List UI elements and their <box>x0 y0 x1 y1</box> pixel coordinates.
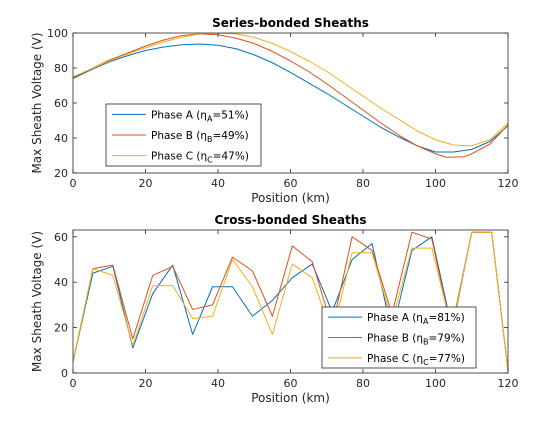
y-tick-label: 20 <box>54 322 68 335</box>
series-group <box>73 33 508 158</box>
x-tick-label: 60 <box>284 177 298 190</box>
series-line-a <box>73 231 508 371</box>
legend-label: Phase A (ηA=51%) <box>151 109 249 123</box>
chart-series: 0 20 40 60 80 100 12020406080100Series-bonded … <box>30 16 519 205</box>
x-tick-label: 20 <box>139 377 153 390</box>
legend-label: Phase A (ηA=81%) <box>367 312 465 326</box>
x-tick-label: 120 <box>498 177 519 190</box>
legend: Phase A (ηA=51%) Phase B (ηB=49%) Phase C … <box>105 103 262 167</box>
x-tick-label: 0 <box>70 377 77 390</box>
x-tick-label: 0 <box>70 177 77 190</box>
x-tick-label: 40 <box>211 177 225 190</box>
y-tick-label: 40 <box>54 132 68 145</box>
x-tick-label: 40 <box>211 377 225 390</box>
x-tick-label: 60 <box>284 377 298 390</box>
x-axis-label: Position (km) <box>251 191 330 205</box>
series-line-c <box>73 33 508 147</box>
y-axis-label: Max Sheath Voltage (V) <box>30 231 44 372</box>
x-tick-label: 80 <box>356 377 370 390</box>
y-tick-label: 100 <box>47 27 68 40</box>
x-tick-label: 100 <box>425 177 446 190</box>
x-tick-label: 120 <box>498 377 519 390</box>
series-group <box>73 231 508 371</box>
legend-label: Phase B (ηB=49%) <box>151 130 249 144</box>
series-line-c <box>73 231 508 371</box>
y-tick-label: 60 <box>54 97 68 110</box>
legend-label: Phase B (ηB=79%) <box>367 333 465 347</box>
series-line-b <box>73 231 508 371</box>
legend: Phase A (ηA=81%) Phase B (ηB=79%) Phase C … <box>321 306 477 369</box>
y-tick-label: 80 <box>54 62 68 75</box>
x-tick-label: 100 <box>425 377 446 390</box>
y-tick-label: 20 <box>54 167 68 180</box>
series-line-a <box>73 43 508 153</box>
y-tick-label: 0 <box>61 367 68 380</box>
x-axis-label: Position (km) <box>251 391 330 405</box>
y-tick-label: 60 <box>54 231 68 244</box>
chart-cross: 0 20 40 60 80 100 120 0 20 40 60 Cross-bonded Sheat… <box>30 213 519 405</box>
chart-title: Cross-bonded Sheaths <box>215 213 367 227</box>
x-tick-label: 20 <box>139 177 153 190</box>
legend-label: Phase C (ηC=77%) <box>367 353 465 367</box>
x-tick-label: 80 <box>356 177 370 190</box>
chart-title: Series-bonded Sheaths <box>212 16 369 30</box>
legend-label: Phase C (ηC=47%) <box>151 151 249 165</box>
y-tick-label: 40 <box>54 276 68 289</box>
y-axis-label: Max Sheath Voltage (V) <box>30 32 44 173</box>
series-line-b <box>73 33 508 158</box>
